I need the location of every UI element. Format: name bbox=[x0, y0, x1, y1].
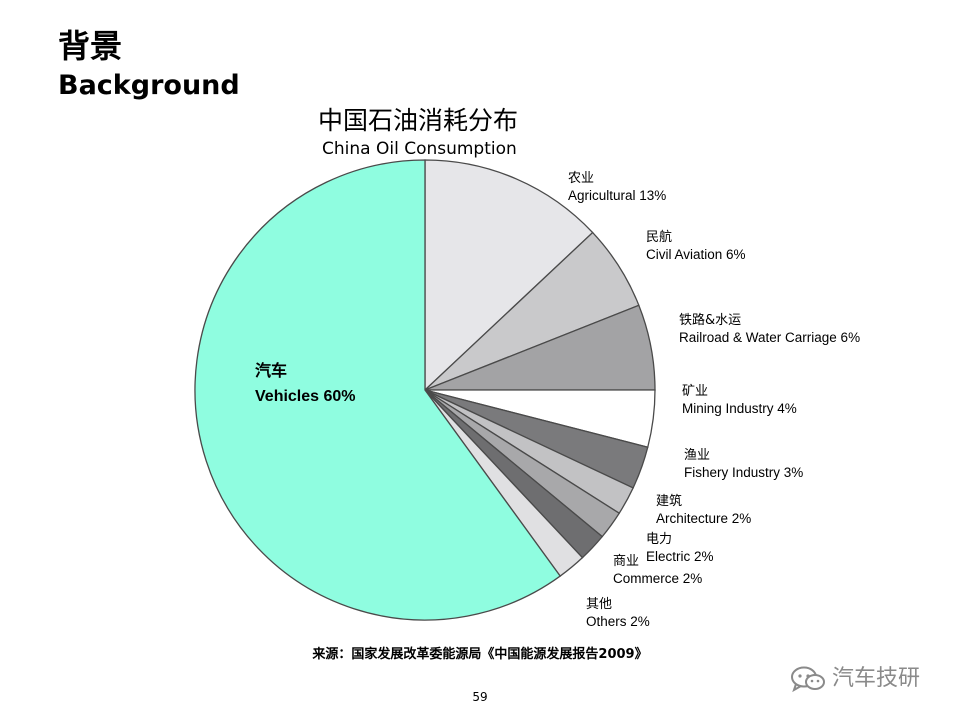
slice-label-cn-architecture: 建筑 bbox=[656, 493, 682, 509]
slice-label-en-fishery-industry: Fishery Industry 3% bbox=[684, 465, 803, 480]
source-note: 来源：国家发展改革委能源局《中国能源发展报告2009》 bbox=[312, 647, 648, 662]
slice-label-cn-mining-industry: 矿业 bbox=[682, 384, 708, 399]
slice-label-en-mining-industry: Mining Industry 4% bbox=[682, 401, 797, 416]
slice-label-en-commerce: Commerce 2% bbox=[613, 571, 702, 586]
watermark-text: 汽车技研 bbox=[832, 666, 921, 691]
chart-subtitle: China Oil Consumption bbox=[322, 139, 517, 159]
slide-heading-cn: 背景 bbox=[58, 27, 123, 65]
slice-label-cn-fishery-industry: 渔业 bbox=[684, 448, 710, 463]
slice-label-cn-civil-aviation: 民航 bbox=[646, 229, 672, 245]
slice-label-en-railroad-water-carriage: Railroad & Water Carriage 6% bbox=[679, 330, 860, 345]
slice-label-en-architecture: Architecture 2% bbox=[656, 511, 751, 526]
slice-label-en-others: Others 2% bbox=[586, 614, 650, 629]
slice-label-cn-agricultural: 农业 bbox=[568, 171, 594, 186]
slice-label-cn-railroad-water-carriage: 铁路&水运 bbox=[679, 312, 741, 328]
pie-slice-agricultural bbox=[424, 159, 594, 392]
slice-label-en-electric: Electric 2% bbox=[646, 549, 714, 564]
slice-label-cn-vehicles: 汽车 bbox=[255, 361, 287, 380]
slice-label-cn-others: 其他 bbox=[586, 597, 612, 612]
slide-heading-en: Background bbox=[58, 70, 240, 101]
slice-label-en-agricultural: Agricultural 13% bbox=[568, 188, 666, 203]
chart-title: 中国石油消耗分布 bbox=[318, 106, 519, 135]
slice-label-cn-electric: 电力 bbox=[646, 532, 672, 547]
slice-label-cn-commerce: 商业 bbox=[613, 554, 639, 569]
watermark: 汽车技研 bbox=[790, 665, 920, 693]
wechat-icon bbox=[791, 666, 825, 693]
pie-slice-vehicles bbox=[194, 159, 562, 621]
page-number: 59 bbox=[472, 690, 488, 704]
slice-label-en-civil-aviation: Civil Aviation 6% bbox=[646, 247, 746, 262]
slice-label-en-vehicles: Vehicles 60% bbox=[255, 388, 356, 405]
